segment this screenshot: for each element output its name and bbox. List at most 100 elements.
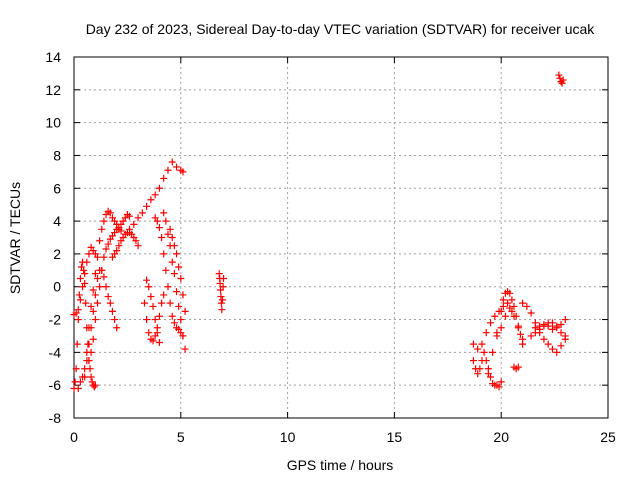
data-point: [91, 316, 99, 324]
data-point: [504, 299, 512, 307]
data-point: [557, 342, 565, 350]
data-point: [151, 191, 159, 199]
data-point: [93, 275, 101, 283]
data-point: [143, 202, 151, 210]
data-point: [168, 234, 176, 241]
grid-lines: [74, 57, 608, 418]
data-point: [514, 324, 522, 332]
data-point: [79, 283, 87, 291]
data-point: [155, 184, 163, 192]
y-tick-label: -4: [49, 344, 62, 360]
data-point: [164, 230, 172, 238]
data-point: [173, 163, 181, 171]
tick-marks: [73, 56, 609, 419]
x-tick-label: 0: [70, 429, 78, 445]
data-point: [561, 335, 569, 343]
data-point: [558, 79, 566, 87]
data-point: [218, 306, 226, 314]
data-point: [553, 322, 561, 330]
series-arc-17: [493, 304, 527, 343]
data-point: [499, 296, 507, 304]
data-point: [497, 378, 505, 386]
data-point: [166, 299, 174, 307]
data-point: [113, 324, 121, 332]
data-point: [126, 225, 134, 233]
data-point: [93, 253, 101, 261]
data-point: [164, 166, 172, 174]
data-point: [536, 325, 544, 333]
data-point: [85, 357, 93, 365]
data-point: [160, 250, 168, 258]
data-point: [216, 279, 224, 287]
data-point: [96, 283, 104, 291]
data-point: [155, 339, 163, 347]
data-point: [489, 348, 497, 356]
data-point: [523, 302, 531, 310]
data-point: [74, 384, 82, 392]
data-point: [85, 250, 93, 258]
data-point: [158, 234, 166, 241]
data-point: [106, 299, 114, 307]
data-point: [495, 383, 503, 391]
data-point: [493, 332, 501, 340]
data-point: [168, 158, 176, 166]
series-arc-21: [527, 319, 569, 343]
data-point: [181, 345, 189, 353]
data-point: [160, 291, 168, 299]
data-point: [469, 357, 477, 365]
data-point: [510, 302, 518, 310]
data-point: [143, 276, 151, 284]
data-point: [170, 319, 178, 327]
data-point: [76, 378, 84, 386]
data-point: [166, 225, 174, 233]
data-point: [557, 329, 565, 337]
data-points: [70, 71, 569, 392]
data-point: [130, 220, 138, 228]
data-point: [177, 316, 185, 324]
y-tick-label: 14: [45, 49, 61, 65]
data-point: [81, 270, 89, 278]
data-point: [501, 312, 509, 320]
y-tick-label: -6: [49, 377, 62, 393]
data-point: [519, 335, 527, 343]
series-arc-5: [85, 211, 134, 365]
data-point: [76, 275, 84, 283]
data-point: [506, 304, 514, 312]
data-point: [544, 340, 552, 348]
data-point: [561, 316, 569, 324]
data-point: [548, 325, 556, 333]
data-point: [88, 378, 96, 386]
chart-title: Day 232 of 2023, Sidereal Day-to-day VTE…: [86, 21, 596, 37]
y-tick-label: -2: [49, 312, 62, 328]
y-tick-label: 12: [45, 82, 61, 98]
data-point: [111, 316, 119, 324]
data-point: [164, 283, 172, 291]
data-point: [75, 291, 83, 299]
data-point: [113, 247, 121, 255]
data-point: [89, 286, 97, 294]
tick-labels: 0 5 10 15 20 25 -8 -6 -4 -2 0 2 4 6 8 10 12 14: [45, 49, 616, 445]
data-point: [474, 345, 482, 353]
data-point: [106, 209, 114, 217]
data-point: [149, 337, 157, 345]
data-point: [155, 224, 163, 232]
data-point: [81, 373, 89, 381]
data-point: [151, 316, 159, 324]
data-point: [74, 306, 82, 314]
data-point: [87, 373, 95, 381]
data-point: [102, 245, 110, 253]
data-point: [98, 266, 106, 274]
data-point: [96, 237, 104, 245]
data-point: [160, 174, 168, 182]
data-point: [476, 365, 484, 373]
data-point: [177, 275, 185, 283]
data-point: [147, 293, 155, 301]
data-point: [153, 329, 161, 337]
y-tick-label: 8: [53, 147, 61, 163]
x-tick-label: 5: [177, 429, 185, 445]
y-tick-label: 6: [53, 180, 61, 196]
data-point: [85, 340, 93, 348]
data-point: [168, 258, 176, 266]
data-point: [80, 266, 88, 274]
